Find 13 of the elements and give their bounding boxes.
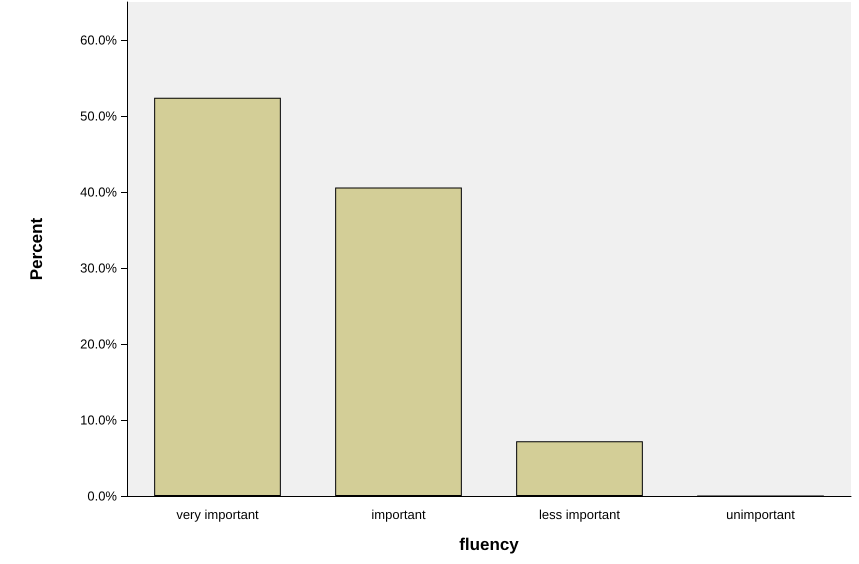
- y-tick-label: 60.0%: [80, 32, 118, 48]
- y-tick-label: 20.0%: [80, 336, 118, 352]
- x-axis-title: fluency: [459, 535, 520, 554]
- y-tick-label: 0.0%: [87, 488, 118, 504]
- y-axis-title: Percent: [27, 217, 46, 280]
- y-tick-label: 10.0%: [80, 412, 118, 428]
- y-tick-label: 30.0%: [80, 260, 118, 276]
- x-tick-label: important: [371, 507, 426, 522]
- x-tick-label: less important: [539, 507, 620, 522]
- y-tick-label: 50.0%: [80, 108, 118, 124]
- x-tick-label: unimportant: [726, 507, 796, 522]
- x-tick-label: very important: [176, 507, 260, 522]
- y-tick-label: 40.0%: [80, 184, 118, 200]
